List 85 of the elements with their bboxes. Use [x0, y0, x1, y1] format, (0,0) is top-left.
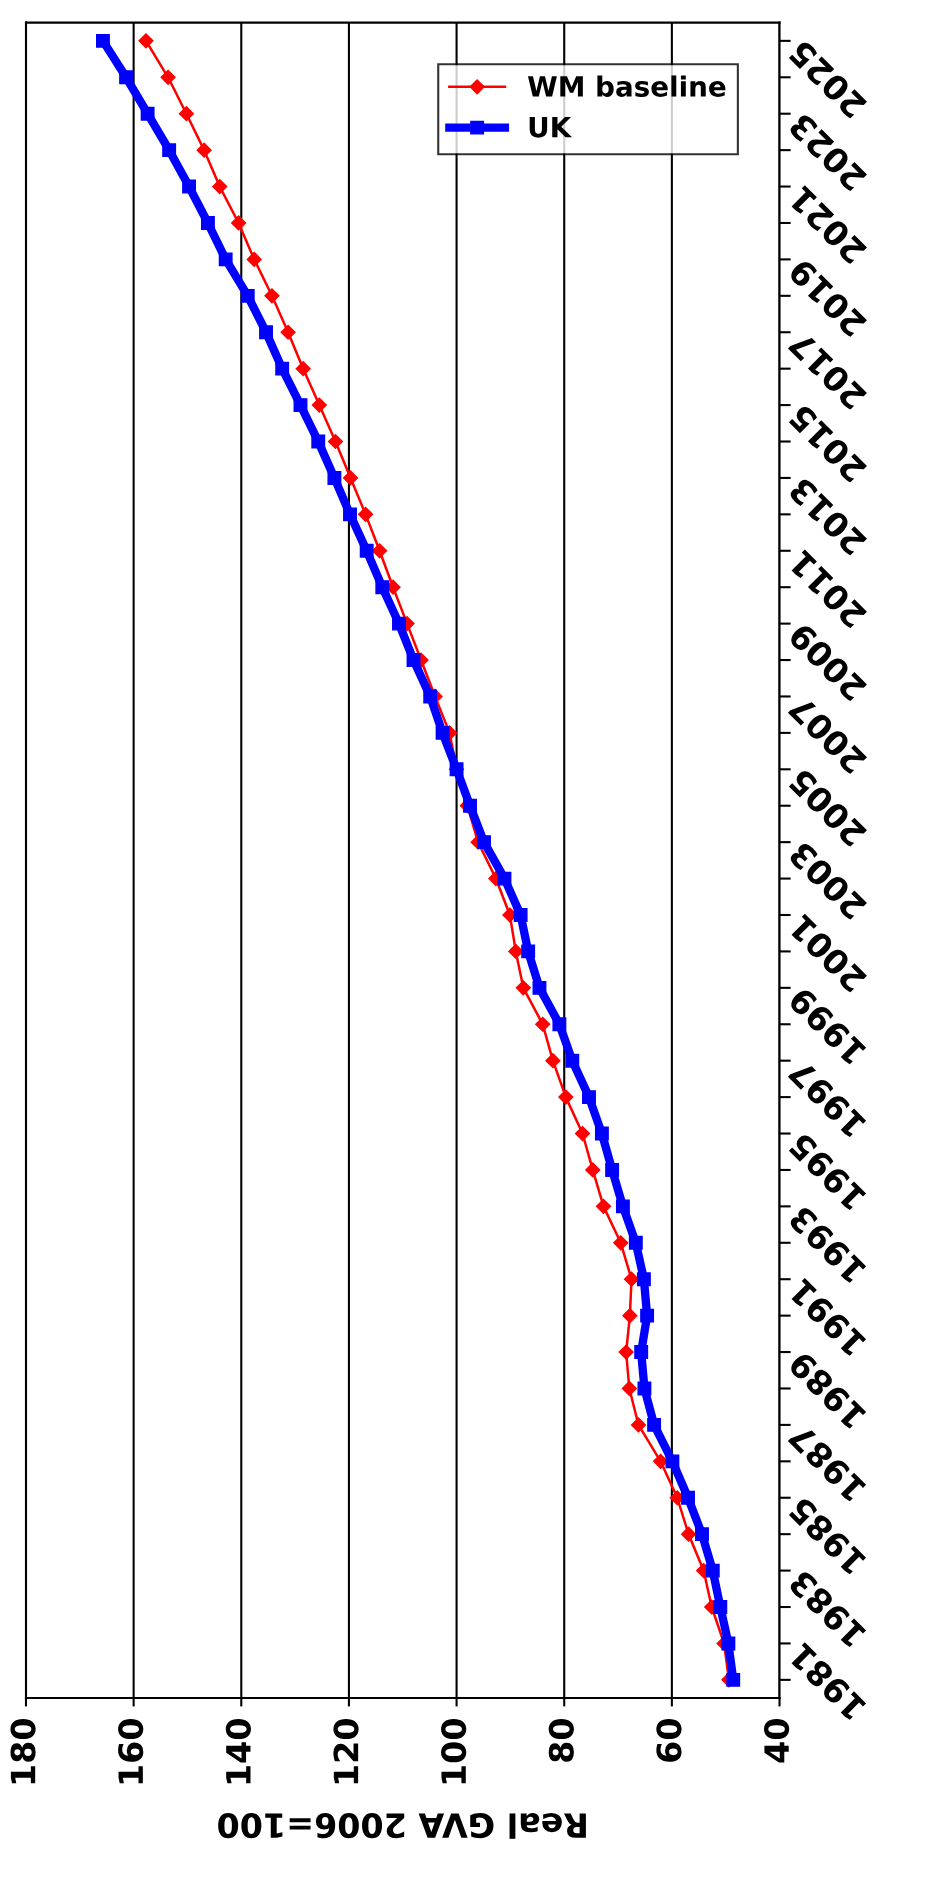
point — [628, 1235, 643, 1250]
point — [182, 179, 197, 194]
point — [647, 1417, 662, 1432]
point — [372, 543, 388, 559]
point — [513, 908, 528, 922]
point — [140, 106, 155, 121]
point — [618, 1344, 634, 1360]
point — [343, 507, 357, 522]
point — [545, 1053, 561, 1069]
point — [259, 325, 273, 340]
point — [342, 470, 359, 486]
point — [264, 288, 280, 304]
point — [585, 1162, 601, 1178]
legend-label: WM baseline — [527, 75, 726, 97]
legend-label: UK — [529, 117, 573, 138]
point — [535, 1016, 551, 1032]
point — [630, 1417, 647, 1433]
point — [280, 324, 296, 340]
point — [311, 434, 326, 449]
point — [162, 143, 177, 158]
point — [406, 653, 421, 667]
point — [246, 251, 262, 267]
point — [231, 215, 247, 231]
point — [327, 470, 342, 485]
point — [508, 943, 524, 959]
point — [613, 1235, 629, 1251]
point — [311, 397, 327, 413]
point — [240, 288, 255, 303]
point — [605, 1163, 620, 1177]
x-tick-label: 180 — [10, 1719, 36, 1784]
x-tick-label: 80 — [548, 1719, 574, 1762]
point — [435, 725, 450, 740]
point — [615, 1199, 630, 1214]
point — [138, 33, 154, 49]
point — [178, 106, 194, 122]
point — [574, 1125, 591, 1142]
point — [552, 1017, 567, 1032]
point — [200, 216, 215, 230]
point — [515, 980, 531, 996]
point — [293, 398, 308, 413]
point — [96, 33, 110, 48]
point — [212, 178, 228, 195]
point — [681, 1490, 695, 1505]
point — [358, 506, 374, 522]
point — [636, 1272, 651, 1287]
x-tick-label: 100 — [441, 1719, 467, 1784]
point — [721, 1636, 736, 1651]
point — [565, 1053, 580, 1068]
point — [713, 1600, 728, 1614]
x-tick-label: 40 — [763, 1719, 790, 1763]
point — [665, 1454, 680, 1469]
point — [726, 1672, 741, 1687]
x-tick-label: 120 — [333, 1719, 359, 1784]
point — [218, 252, 233, 267]
point — [375, 580, 390, 595]
x-axis-title: Real GVA 2006=100 — [218, 1812, 586, 1839]
point — [558, 1089, 574, 1105]
point — [621, 1380, 637, 1397]
point — [327, 433, 344, 450]
x-tick-label: 60 — [656, 1719, 682, 1762]
point — [119, 70, 134, 85]
point — [521, 944, 536, 959]
point — [595, 1198, 612, 1214]
point — [359, 543, 374, 558]
point — [532, 980, 547, 995]
point — [594, 1126, 609, 1141]
point — [640, 1308, 655, 1323]
point — [695, 1527, 709, 1542]
point — [582, 1090, 596, 1105]
point — [160, 69, 176, 85]
point — [295, 361, 311, 377]
x-tick-label: 140 — [225, 1719, 251, 1784]
point — [497, 871, 512, 886]
point — [275, 361, 290, 376]
point — [637, 1381, 652, 1396]
x-tick-label: 160 — [118, 1719, 144, 1784]
point — [423, 689, 438, 704]
point — [392, 616, 406, 631]
point — [477, 835, 491, 850]
point — [634, 1345, 649, 1360]
point — [196, 142, 212, 158]
point — [705, 1563, 720, 1578]
point — [622, 1308, 638, 1324]
point — [680, 1526, 697, 1542]
point — [463, 798, 477, 813]
